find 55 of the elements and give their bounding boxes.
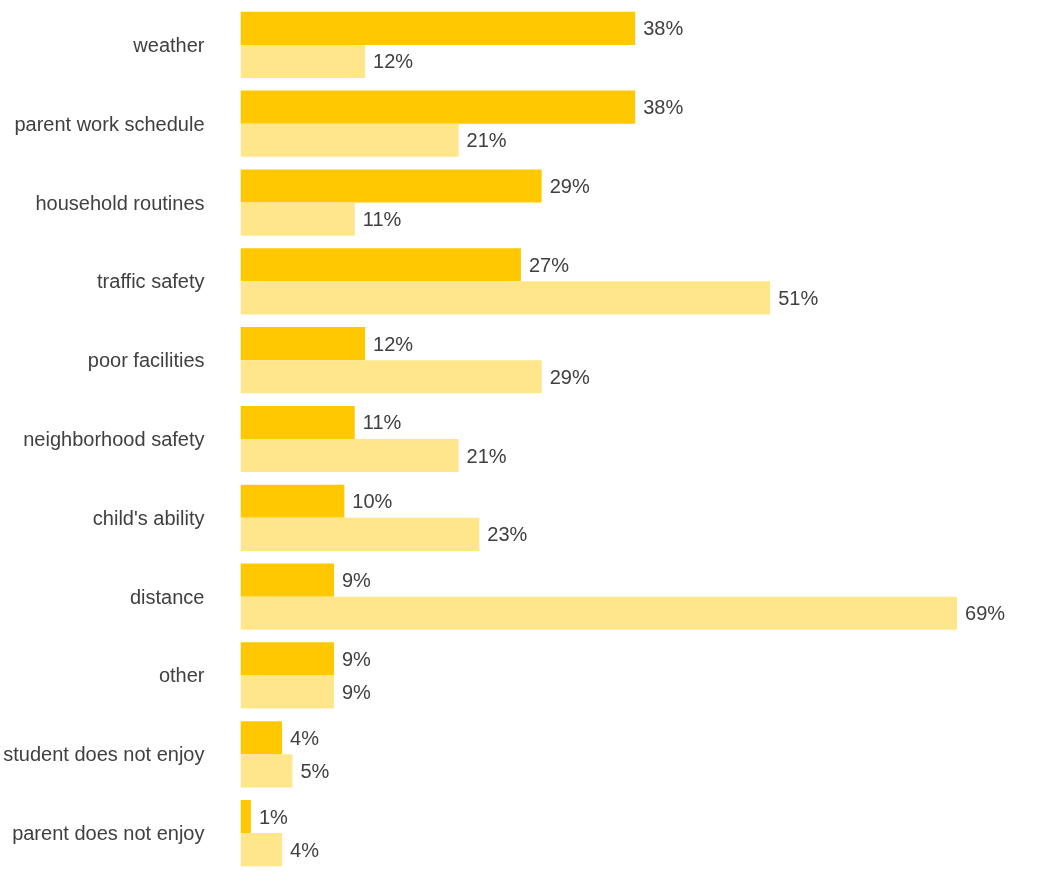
data-label: 69% xyxy=(965,602,1006,625)
data-label: 5% xyxy=(300,759,330,782)
y-tick-label: weather xyxy=(132,33,205,56)
y-tick-label: household routines xyxy=(35,191,205,214)
data-label: 11% xyxy=(362,208,402,231)
bar xyxy=(240,44,366,79)
bar xyxy=(240,799,251,834)
data-label: 1% xyxy=(258,805,289,828)
data-label: 21% xyxy=(466,129,507,152)
y-tick-label: parent work schedule xyxy=(14,112,205,135)
bar xyxy=(240,327,366,361)
data-label: 23% xyxy=(487,523,528,546)
bar xyxy=(240,281,771,315)
bar xyxy=(240,484,345,518)
data-label: 38% xyxy=(643,17,684,40)
bar xyxy=(240,169,542,203)
data-label: 29% xyxy=(549,174,590,197)
y-tick-label: student does not enjoy xyxy=(3,743,205,766)
bar xyxy=(240,596,958,630)
bar xyxy=(240,202,355,236)
bar xyxy=(240,90,636,124)
bar xyxy=(240,248,521,282)
data-label: 4% xyxy=(290,838,320,861)
bar xyxy=(240,439,459,473)
data-label: 51% xyxy=(778,286,819,309)
data-label: 21% xyxy=(466,444,507,467)
bar xyxy=(240,642,334,676)
y-tick-label: other xyxy=(158,664,205,687)
bar xyxy=(240,123,459,157)
data-label: 12% xyxy=(373,332,414,355)
bar xyxy=(240,754,293,788)
y-tick-label: parent does not enjoy xyxy=(12,822,205,845)
data-label: 38% xyxy=(643,96,684,119)
bar xyxy=(240,517,480,551)
y-tick-label: traffic safety xyxy=(97,270,205,293)
bar xyxy=(240,675,334,709)
data-label: 27% xyxy=(528,253,570,276)
data-label: 10% xyxy=(352,490,393,513)
y-tick-label: distance xyxy=(130,585,205,608)
y-tick-label: neighborhood safety xyxy=(23,428,205,450)
bar xyxy=(240,833,283,867)
bar xyxy=(240,563,334,597)
bar xyxy=(240,360,542,394)
bar xyxy=(240,11,636,45)
data-label: 9% xyxy=(341,569,372,592)
data-label: 4% xyxy=(290,726,320,749)
y-tick-label: poor facilities xyxy=(87,349,205,372)
bar xyxy=(240,405,355,439)
data-label: 29% xyxy=(549,365,590,388)
data-label: 12% xyxy=(373,50,414,73)
data-label: 9% xyxy=(341,647,372,670)
data-label: 9% xyxy=(341,681,372,704)
y-tick-label: child's ability xyxy=(92,506,205,529)
bar xyxy=(240,721,283,755)
data-label: 11% xyxy=(362,411,402,434)
